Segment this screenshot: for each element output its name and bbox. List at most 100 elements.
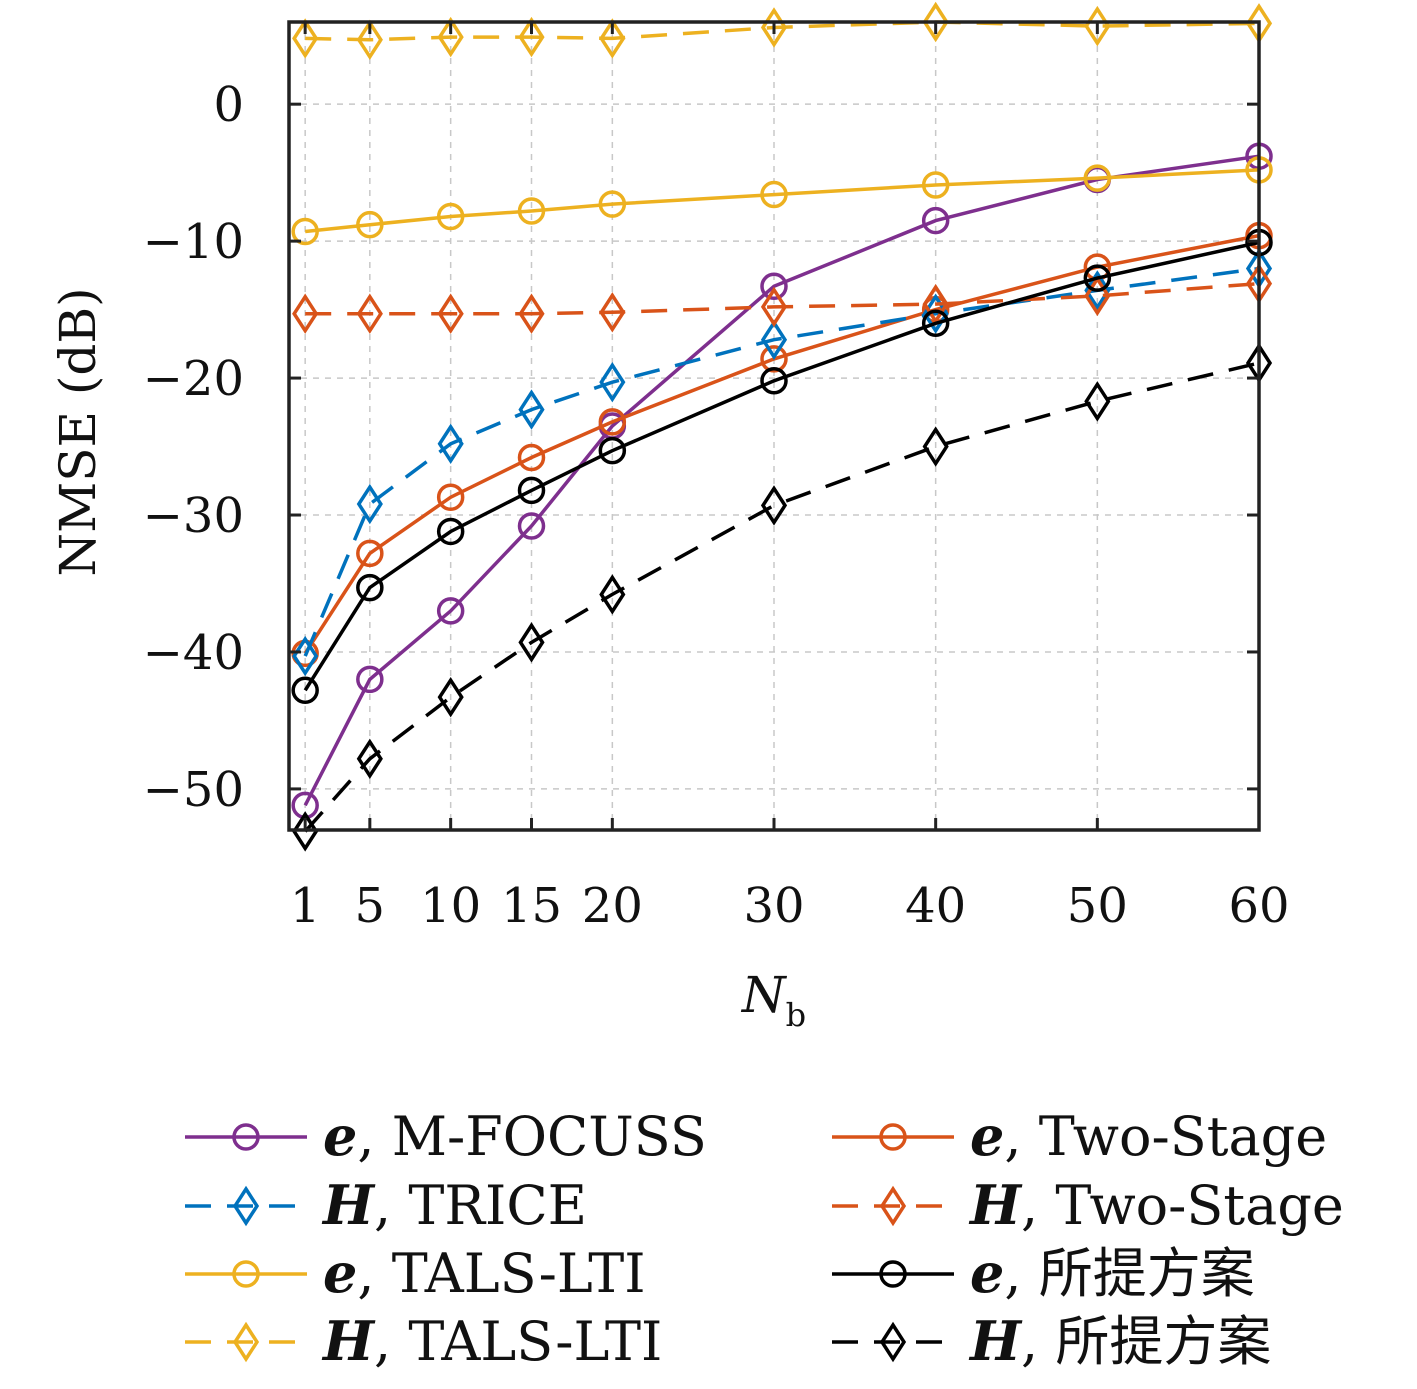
y-tick-label: −30 [143, 488, 244, 544]
legend-label: H, Two-Stage [968, 1173, 1344, 1237]
data-point [436, 202, 465, 231]
data-point [291, 217, 319, 246]
data-point [760, 485, 788, 526]
data-point [356, 665, 384, 694]
data-point [437, 16, 464, 58]
series-line [305, 281, 1260, 316]
x-tick-label: 20 [582, 878, 643, 934]
legend-label: e, 所提方案 [970, 1241, 1255, 1305]
x-tick-label: 50 [1067, 878, 1128, 934]
legend-label: e, TALS-LTI [323, 1241, 646, 1305]
y-tick-label: −40 [143, 625, 244, 681]
series-e-所提方案 [291, 228, 1273, 705]
x-tick-label: 1 [290, 878, 321, 934]
data-point [436, 483, 465, 511]
data-point [356, 573, 384, 602]
data-point [437, 293, 464, 334]
legend-symbol: H [321, 1173, 376, 1237]
data-point [517, 476, 546, 505]
data-point [517, 443, 546, 472]
data-point [518, 622, 545, 663]
data-point [356, 483, 383, 525]
x-tick-label: 10 [420, 878, 481, 934]
data-point [921, 171, 950, 199]
series-line [303, 361, 1260, 833]
legend-series-name: , TALS-LTI [374, 1310, 662, 1373]
data-point [922, 426, 949, 467]
series-line [303, 240, 1260, 692]
legend-symbol: e [323, 1241, 357, 1305]
data-point [760, 180, 788, 209]
data-point [356, 738, 383, 780]
data-point [292, 811, 319, 852]
legend-swatch-marker [232, 1185, 260, 1227]
data-point [518, 293, 545, 334]
data-point [292, 293, 319, 334]
legend-series-name: , Two-Stage [1021, 1174, 1344, 1237]
data-point [356, 19, 383, 61]
data-point [760, 319, 788, 360]
legend-symbol: e [970, 1241, 1004, 1305]
data-point [921, 309, 950, 338]
x-tick-label: 5 [355, 878, 386, 934]
series-h-tals-lti [292, 1, 1273, 61]
data-point [921, 206, 950, 235]
data-point [599, 574, 626, 615]
x-tick-label: 15 [501, 878, 562, 934]
data-point [517, 512, 546, 540]
legend-entry: e, 所提方案 [832, 1241, 1255, 1305]
data-point [356, 210, 384, 239]
data-point [437, 423, 464, 465]
legend-series-name: , 所提方案 [1004, 1242, 1254, 1305]
data-point [598, 408, 627, 436]
data-point [292, 635, 319, 677]
legend-series-name: , 所提方案 [1021, 1310, 1271, 1373]
y-tick-label: −10 [143, 214, 244, 270]
y-axis-label: NMSE (dB) [49, 287, 107, 576]
legend-entry: H, 所提方案 [832, 1309, 1271, 1373]
data-point [437, 676, 464, 718]
x-axis-label: Nb [741, 966, 806, 1034]
legend-symbol: e [323, 1104, 357, 1168]
series-h-two-stage [292, 263, 1273, 334]
legend-label: e, Two-Stage [970, 1104, 1327, 1168]
data-point [599, 361, 626, 403]
data-point [356, 293, 383, 334]
series-line [305, 168, 1260, 234]
legend-symbol: H [968, 1309, 1023, 1373]
data-point [760, 367, 788, 395]
legend-symbol: e [970, 1104, 1004, 1168]
data-point [760, 272, 788, 301]
series-h-所提方案 [292, 342, 1273, 852]
legend-symbol: H [968, 1173, 1023, 1237]
series-line [303, 266, 1260, 657]
series-e-tals-lti [291, 156, 1273, 246]
data-point [1083, 264, 1112, 292]
x-tick-label: 30 [743, 878, 804, 934]
legend-series-name: , Two-Stage [1004, 1105, 1327, 1168]
legend-swatch-marker [879, 1321, 907, 1363]
data-point [1083, 164, 1112, 192]
data-point [291, 676, 319, 705]
data-point [599, 18, 626, 59]
legend-label: H, 所提方案 [968, 1309, 1271, 1373]
data-point [760, 345, 788, 373]
legend-symbol: H [321, 1309, 376, 1373]
data-point [518, 16, 545, 58]
series-lines [291, 1, 1273, 852]
series-line [305, 20, 1260, 42]
data-point [598, 190, 627, 218]
legend-entry: H, TRICE [185, 1173, 587, 1237]
series-line [303, 154, 1260, 807]
legend-entry: e, TALS-LTI [185, 1241, 646, 1305]
legend-label: H, TALS-LTI [321, 1309, 662, 1373]
data-point [922, 283, 949, 325]
legend-label: H, TRICE [321, 1173, 587, 1237]
data-point [356, 539, 384, 568]
legend-entry: e, Two-Stage [832, 1104, 1327, 1168]
legend-swatch-marker [879, 1260, 907, 1288]
series-line [303, 233, 1260, 655]
data-point [1084, 275, 1111, 317]
data-point [599, 292, 626, 333]
